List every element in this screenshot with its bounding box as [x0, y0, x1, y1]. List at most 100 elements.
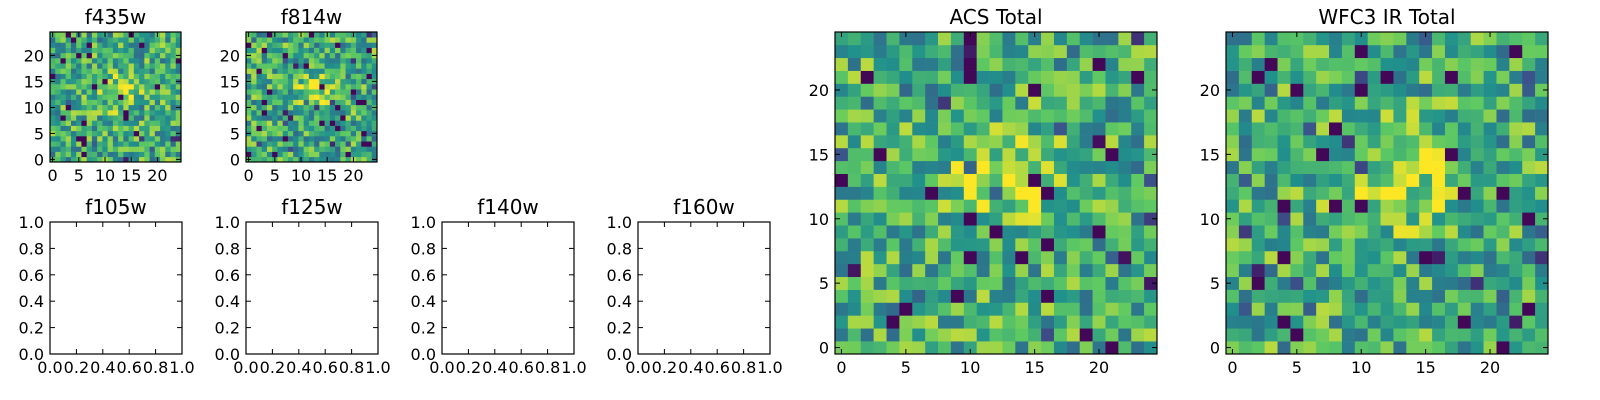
heatmap-cell [1015, 70, 1029, 84]
heatmap-cell [154, 104, 161, 111]
heatmap-cell [154, 125, 161, 132]
heatmap-cell [1393, 160, 1407, 174]
heatmap-cell [1483, 135, 1497, 149]
heatmap-cell [1329, 238, 1343, 252]
heatmap-cell [1522, 147, 1536, 162]
heatmap-cell [314, 84, 320, 90]
y-tick-label: 0.8 [607, 239, 632, 258]
heatmap-cell [1079, 328, 1093, 342]
heatmap-cell [70, 52, 77, 59]
heatmap-cell [335, 73, 341, 80]
heatmap-cell [1380, 57, 1394, 71]
heatmap-cell [256, 78, 263, 85]
heatmap-cell [886, 250, 900, 265]
heatmap-cell [847, 315, 862, 329]
heatmap-cell [139, 104, 145, 111]
heatmap-cell [308, 110, 315, 116]
x-tick-label: 15 [1415, 358, 1435, 377]
heatmap-cell [1251, 70, 1265, 84]
heatmap-cell [329, 63, 336, 69]
x-tick-label: 0.6 [116, 358, 141, 377]
heatmap-cell [50, 146, 56, 152]
heatmap-cell [282, 94, 289, 100]
heatmap-cell [873, 263, 887, 278]
heatmap-cell [70, 120, 77, 126]
heatmap-cell [266, 37, 273, 43]
heatmap-cell [1483, 250, 1497, 265]
heatmap-cell [1251, 135, 1265, 149]
heatmap-cell [925, 70, 939, 84]
heatmap-cell [873, 302, 887, 316]
heatmap-cell [366, 78, 373, 85]
heatmap-cell [107, 89, 114, 95]
heatmap-cell [76, 130, 82, 137]
heatmap-cell [350, 84, 357, 90]
heatmap-cell [912, 147, 926, 162]
heatmap-cell [345, 115, 352, 121]
heatmap-cell [1509, 276, 1523, 290]
heatmap-cell [938, 199, 952, 213]
heatmap-cell [1015, 147, 1029, 162]
heatmap-cell [160, 120, 166, 126]
heatmap-cell [1535, 147, 1549, 162]
heatmap-cell [70, 146, 77, 152]
heatmap-cell [251, 141, 257, 147]
heatmap-cell [1329, 289, 1343, 303]
heatmap-cell [1053, 289, 1068, 303]
heatmap-cell [261, 146, 268, 152]
heatmap-cell [1079, 225, 1093, 239]
heatmap-cell [123, 73, 129, 80]
heatmap-cell [1496, 122, 1510, 136]
heatmap-cell [97, 37, 103, 43]
heatmap-cell [1419, 250, 1433, 265]
heatmap-cell [873, 109, 887, 123]
heatmap-cell [170, 58, 177, 64]
heatmap-cell [1105, 57, 1119, 71]
heatmap-cell [938, 263, 952, 278]
heatmap-cell [1509, 199, 1523, 213]
heatmap-cell [1419, 96, 1433, 110]
heatmap-cell [107, 104, 114, 111]
heatmap-cell [1496, 315, 1510, 329]
heatmap-cell [335, 89, 341, 95]
heatmap-cell [1483, 238, 1497, 252]
heatmap-cell [266, 94, 273, 100]
heatmap-cell [112, 99, 119, 106]
heatmap-cell [1535, 315, 1549, 329]
heatmap-cell [1041, 147, 1055, 162]
heatmap-cell [86, 58, 93, 64]
heatmap-cell [1457, 70, 1472, 84]
heatmap-cell [1483, 32, 1497, 46]
heatmap-cell [1444, 147, 1459, 162]
heatmap-cell [860, 109, 874, 123]
heatmap-cell [1238, 341, 1253, 355]
heatmap-cell [340, 89, 346, 95]
heatmap-cell [1444, 57, 1459, 71]
heatmap-cell [324, 47, 331, 54]
heatmap-cell [1251, 173, 1265, 187]
heatmap-cell [1079, 44, 1093, 59]
heatmap-cell [1131, 199, 1145, 213]
heatmap-cell [1496, 186, 1510, 200]
heatmap-cell [1380, 315, 1394, 329]
heatmap-cell [86, 63, 93, 69]
heatmap-cell [1354, 276, 1368, 290]
heatmap-cell [1105, 328, 1119, 342]
heatmap-cell [81, 32, 87, 38]
heatmap-cell [287, 84, 294, 90]
heatmap-cell [1470, 225, 1484, 239]
heatmap-cell [847, 32, 862, 46]
heatmap-cell [963, 70, 977, 84]
heatmap-cell [277, 125, 283, 132]
heatmap-cell [160, 130, 166, 137]
heatmap-cell [950, 147, 965, 162]
heatmap-cell [91, 136, 98, 142]
heatmap-cell [1432, 160, 1446, 174]
heatmap-cell [256, 99, 263, 106]
heatmap-cell [847, 199, 862, 213]
heatmap-cell [350, 115, 357, 121]
heatmap-cell [91, 125, 98, 132]
heatmap-cell [1535, 276, 1549, 290]
x-tick-label: 0.6 [312, 358, 337, 377]
heatmap-cell [899, 83, 913, 97]
